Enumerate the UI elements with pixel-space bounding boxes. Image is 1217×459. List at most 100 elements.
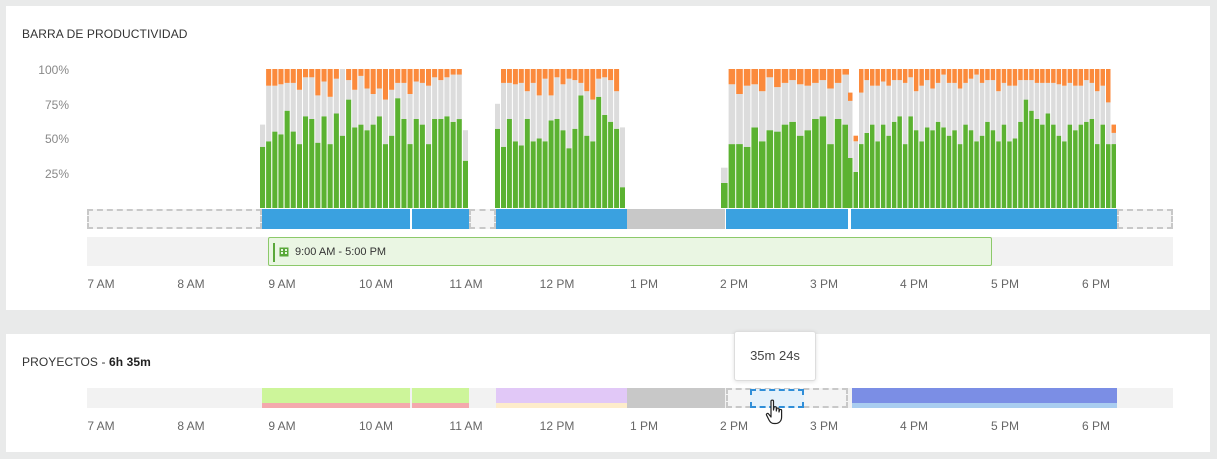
productivity-bar-neutral[interactable]: [382, 99, 388, 145]
productivity-bar-neutral[interactable]: [1062, 85, 1067, 142]
productivity-bar-unproductive[interactable]: [266, 69, 272, 86]
productivity-bar-unproductive[interactable]: [1095, 69, 1100, 92]
productivity-bar-productive[interactable]: [1012, 138, 1018, 209]
productivity-bar-neutral[interactable]: [419, 82, 425, 125]
productivity-bar-unproductive[interactable]: [352, 69, 358, 90]
productivity-bar-productive[interactable]: [309, 119, 315, 208]
productivity-bar-unproductive[interactable]: [974, 69, 979, 75]
productivity-bar-neutral[interactable]: [990, 80, 996, 131]
productivity-bar-neutral[interactable]: [891, 80, 897, 122]
productivity-bar-neutral[interactable]: [596, 78, 602, 97]
productivity-bar-unproductive[interactable]: [812, 69, 819, 83]
productivity-bar-productive[interactable]: [608, 121, 614, 208]
productivity-bar-productive[interactable]: [1018, 121, 1023, 208]
productivity-bar-productive[interactable]: [1111, 144, 1117, 208]
productivity-bar-neutral[interactable]: [1106, 102, 1111, 145]
productivity-bar-productive[interactable]: [935, 121, 941, 208]
productivity-bar-neutral[interactable]: [886, 85, 891, 136]
productivity-bar-neutral[interactable]: [1073, 85, 1078, 131]
productivity-bar-unproductive[interactable]: [407, 69, 413, 94]
productivity-bar-unproductive[interactable]: [560, 69, 566, 85]
productivity-bar-unproductive[interactable]: [1056, 69, 1062, 85]
productivity-bar-unproductive[interactable]: [968, 69, 974, 79]
productivity-bar-productive[interactable]: [376, 116, 382, 208]
productivity-bar-productive[interactable]: [1078, 124, 1084, 208]
productivity-bar-neutral[interactable]: [407, 94, 413, 144]
productivity-bar-productive[interactable]: [774, 131, 781, 208]
productivity-bar-unproductive[interactable]: [1106, 69, 1111, 103]
productivity-bar-neutral[interactable]: [1056, 84, 1062, 136]
productivity-bar-productive[interactable]: [1007, 141, 1012, 208]
productivity-bar-productive[interactable]: [908, 116, 913, 208]
productivity-bar-productive[interactable]: [566, 148, 572, 208]
productivity-bar-unproductive[interactable]: [728, 69, 736, 85]
productivity-bar-productive[interactable]: [572, 128, 578, 208]
productivity-bar-productive[interactable]: [401, 119, 407, 208]
productivity-bar-productive[interactable]: [834, 119, 842, 208]
productivity-bar-unproductive[interactable]: [736, 69, 743, 94]
productivity-bar-neutral[interactable]: [974, 74, 979, 142]
productivity-bar-neutral[interactable]: [758, 91, 766, 142]
productivity-bar-unproductive[interactable]: [789, 69, 796, 81]
productivity-bar-unproductive[interactable]: [842, 69, 849, 75]
productivity-bar-productive[interactable]: [1062, 141, 1067, 208]
productivity-bar-neutral[interactable]: [548, 95, 554, 121]
productivity-bar-unproductive[interactable]: [278, 69, 284, 85]
productivity-bar-neutral[interactable]: [819, 80, 827, 117]
productivity-bar-neutral[interactable]: [602, 77, 608, 115]
productivity-bar-productive[interactable]: [812, 119, 819, 208]
productivity-bar-neutral[interactable]: [870, 85, 875, 125]
productivity-bar-productive[interactable]: [1045, 113, 1051, 209]
productivity-bar-unproductive[interactable]: [376, 69, 382, 89]
productivity-bar-neutral[interactable]: [462, 130, 468, 161]
productivity-bar-neutral[interactable]: [590, 99, 596, 142]
productivity-bar-productive[interactable]: [614, 128, 620, 208]
productivity-bar-unproductive[interactable]: [1111, 124, 1117, 133]
productivity-bar-neutral[interactable]: [804, 85, 812, 131]
productivity-bar-neutral[interactable]: [358, 76, 364, 125]
productivity-bar-neutral[interactable]: [501, 82, 506, 147]
productivity-bar-neutral[interactable]: [364, 88, 370, 131]
productivity-bar-unproductive[interactable]: [1012, 69, 1018, 86]
productivity-bar-productive[interactable]: [1089, 119, 1095, 208]
productivity-bar-neutral[interactable]: [963, 82, 968, 125]
productivity-bar-unproductive[interactable]: [781, 69, 789, 83]
productivity-bar-productive[interactable]: [930, 130, 935, 208]
productivity-bar-productive[interactable]: [315, 142, 321, 208]
productivity-bar-productive[interactable]: [728, 144, 736, 208]
productivity-bar-unproductive[interactable]: [578, 69, 584, 83]
productivity-bar-neutral[interactable]: [924, 80, 930, 128]
productivity-bar-neutral[interactable]: [450, 74, 456, 122]
productivity-bar-productive[interactable]: [501, 146, 506, 208]
productivity-bar-productive[interactable]: [620, 187, 625, 208]
productivity-bar-productive[interactable]: [456, 119, 462, 208]
productivity-bar-unproductive[interactable]: [572, 69, 578, 81]
productivity-bar-productive[interactable]: [584, 135, 590, 208]
productivity-bar-neutral[interactable]: [260, 124, 266, 147]
productivity-bar-productive[interactable]: [560, 130, 566, 208]
productivity-bar-neutral[interactable]: [584, 91, 590, 136]
productivity-bar-productive[interactable]: [1106, 144, 1111, 208]
productivity-bar-productive[interactable]: [450, 121, 456, 208]
productivity-bar-neutral[interactable]: [774, 87, 781, 132]
active-segment[interactable]: [726, 209, 848, 229]
productivity-bar-productive[interactable]: [902, 144, 908, 208]
productivity-bar-productive[interactable]: [1067, 124, 1073, 208]
productivity-bar-unproductive[interactable]: [389, 69, 395, 90]
productivity-bar-productive[interactable]: [842, 124, 849, 208]
productivity-bar-neutral[interactable]: [957, 88, 963, 145]
productivity-bar-neutral[interactable]: [554, 77, 560, 119]
productivity-bar-unproductive[interactable]: [542, 69, 548, 79]
productivity-bar-unproductive[interactable]: [1073, 69, 1078, 86]
productivity-bar-unproductive[interactable]: [518, 69, 524, 83]
productivity-bar-neutral[interactable]: [751, 84, 758, 128]
productivity-bar-productive[interactable]: [596, 96, 602, 208]
productivity-bar-unproductive[interactable]: [530, 69, 536, 83]
productivity-bar-productive[interactable]: [1040, 124, 1045, 208]
productivity-bar-unproductive[interactable]: [456, 69, 462, 75]
productivity-bar-unproductive[interactable]: [963, 69, 968, 83]
productivity-bar-unproductive[interactable]: [1023, 69, 1029, 81]
productivity-bar-neutral[interactable]: [728, 84, 736, 145]
productivity-bar-unproductive[interactable]: [946, 69, 952, 83]
productivity-bar-neutral[interactable]: [542, 78, 548, 142]
